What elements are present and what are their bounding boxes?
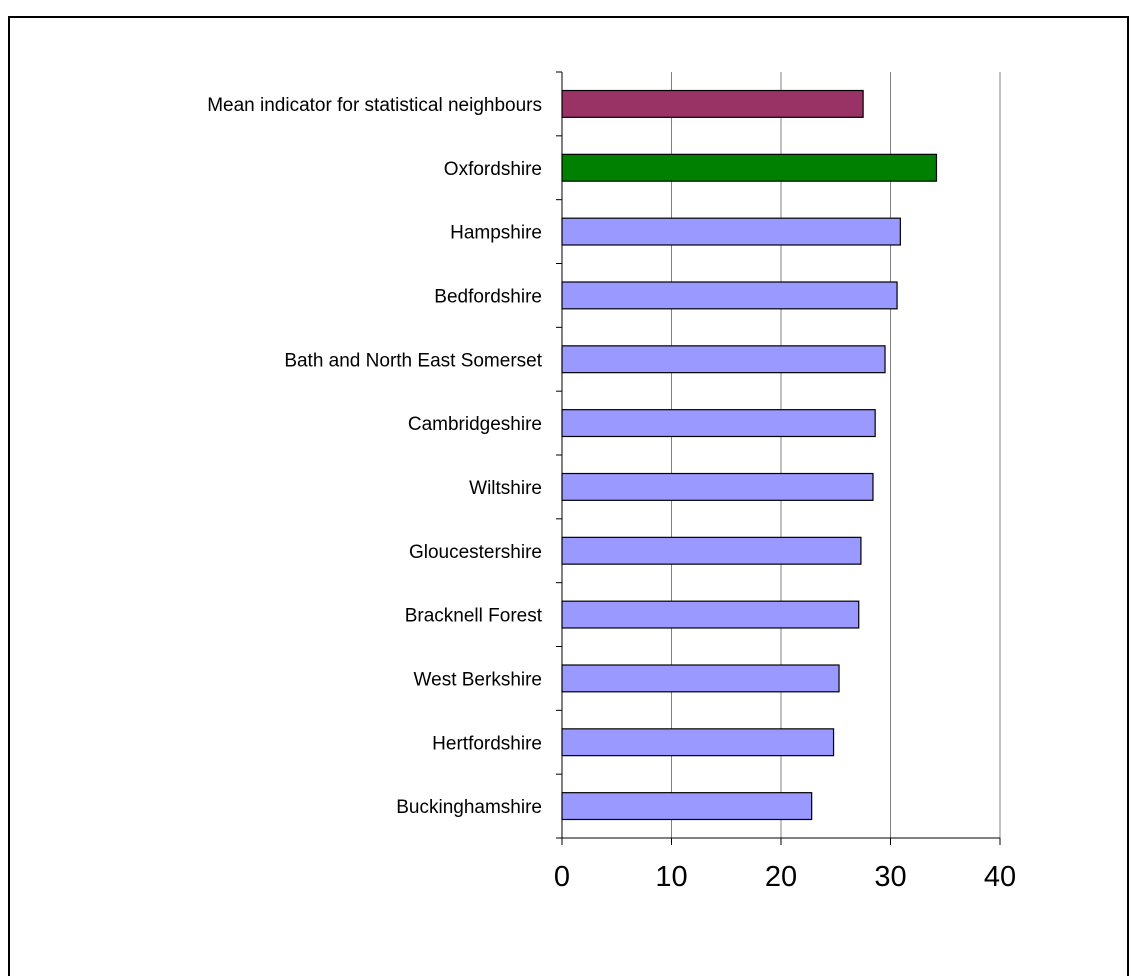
x-tick-label: 20 xyxy=(765,861,797,893)
bar-west-berkshire xyxy=(561,664,840,693)
category-label: Buckinghamshire xyxy=(396,797,542,818)
category-label: Hampshire xyxy=(450,223,542,244)
chart-frame xyxy=(8,16,1129,976)
x-tick-label: 10 xyxy=(655,861,687,893)
bar-bath-and-north-east-somerset xyxy=(561,345,886,374)
category-label: Bath and North East Somerset xyxy=(284,350,542,371)
bars xyxy=(561,89,938,821)
bar-wiltshire xyxy=(561,472,874,501)
bar-bedfordshire xyxy=(561,281,898,310)
category-label: Gloucestershire xyxy=(409,542,542,563)
category-label: Oxfordshire xyxy=(444,159,542,180)
x-tick-label: 40 xyxy=(984,861,1016,893)
bar-buckinghamshire xyxy=(561,792,813,821)
category-label: Hertfordshire xyxy=(432,733,542,754)
category-label: Wiltshire xyxy=(469,478,542,499)
category-label: Mean indicator for statistical neighbour… xyxy=(207,95,542,116)
category-label: Bedfordshire xyxy=(434,286,542,307)
x-tick-label: 30 xyxy=(874,861,906,893)
axes xyxy=(556,71,1001,845)
category-label: Cambridgeshire xyxy=(408,414,542,435)
category-label: Bracknell Forest xyxy=(405,606,543,627)
x-tick-label: 0 xyxy=(554,861,570,893)
bar-cambridgeshire xyxy=(561,409,876,438)
bar-gloucestershire xyxy=(561,536,862,565)
bar-hertfordshire xyxy=(561,728,835,757)
category-labels: Mean indicator for statistical neighbour… xyxy=(207,95,543,818)
category-label: West Berkshire xyxy=(414,669,542,690)
bar-mean-indicator-for-statistical-neighbours xyxy=(561,89,864,118)
bar-hampshire xyxy=(561,217,901,246)
bar-bracknell-forest xyxy=(561,600,860,629)
x-tick-labels: 0 10 20 30 40 xyxy=(554,861,1016,893)
bar-oxfordshire xyxy=(561,153,938,182)
gridlines xyxy=(671,72,1001,838)
